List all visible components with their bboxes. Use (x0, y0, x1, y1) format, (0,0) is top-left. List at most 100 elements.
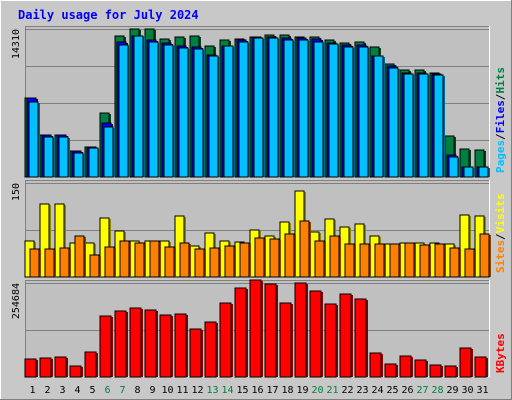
x-tick-label: 17 (266, 385, 278, 396)
bar-pages-day-23 (358, 46, 370, 178)
bar-kbytes-day-16 (249, 279, 263, 378)
x-tick-label: 30 (461, 385, 473, 396)
bar-kbytes-day-19 (294, 282, 308, 378)
bar-sites-day-26 (404, 242, 416, 278)
max-label-hits: 14310 (11, 29, 22, 59)
bar-pages-day-27 (418, 73, 430, 178)
bar-kbytes-day-27 (414, 359, 428, 378)
bar-kbytes-day-3 (54, 356, 68, 378)
x-tick-label: 21 (326, 385, 338, 396)
bar-kbytes-day-8 (129, 307, 143, 378)
bar-pages-day-3 (58, 136, 70, 178)
bar-pages-day-26 (403, 73, 415, 178)
bar-kbytes-day-1 (24, 358, 38, 378)
bar-sites-day-6 (104, 246, 116, 278)
bar-pages-day-9 (148, 41, 160, 178)
bar-pages-day-29 (448, 156, 460, 178)
bar-sites-day-24 (374, 243, 386, 278)
bar-sites-day-9 (149, 240, 161, 278)
bar-sites-day-28 (434, 243, 446, 278)
bar-kbytes-day-22 (339, 293, 353, 378)
bar-sites-day-16 (254, 237, 266, 278)
bar-sites-day-17 (269, 238, 281, 278)
bar-sites-day-22 (344, 243, 356, 278)
max-label-kbytes: 254684 (11, 283, 22, 319)
bar-sites-day-18 (284, 233, 296, 278)
bar-pages-day-18 (283, 39, 295, 178)
x-tick-label: 7 (119, 385, 125, 396)
x-tick-label: 27 (416, 385, 428, 396)
bar-sites-day-4 (74, 235, 86, 278)
x-tick-label: 20 (311, 385, 323, 396)
bar-pages-day-11 (178, 47, 190, 178)
x-tick-label: 12 (191, 385, 203, 396)
bar-kbytes-day-23 (354, 298, 368, 378)
x-tick-label: 1 (29, 385, 35, 396)
bar-kbytes-day-25 (384, 363, 398, 378)
bar-sites-day-3 (59, 247, 71, 278)
bar-pages-day-19 (298, 39, 310, 178)
bar-sites-day-5 (89, 254, 101, 278)
bar-pages-day-6 (103, 126, 115, 178)
bar-sites-day-15 (239, 242, 251, 278)
bar-kbytes-day-12 (189, 328, 203, 378)
bar-sites-day-14 (224, 245, 236, 278)
x-tick-label: 24 (371, 385, 383, 396)
bar-kbytes-day-13 (204, 321, 218, 378)
bar-pages-day-21 (328, 43, 340, 178)
bar-sites-day-31 (479, 233, 491, 278)
bar-pages-day-30 (463, 166, 475, 178)
bar-kbytes-day-5 (84, 351, 98, 378)
bar-sites-day-1 (29, 248, 41, 278)
x-tick-label: 25 (386, 385, 398, 396)
bar-sites-day-7 (119, 240, 131, 278)
bar-kbytes-day-31 (474, 356, 488, 378)
bar-kbytes-day-9 (144, 309, 158, 378)
bar-sites-day-2 (44, 248, 56, 278)
bar-sites-day-23 (359, 243, 371, 278)
bar-sites-day-11 (179, 242, 191, 278)
x-tick-label: 16 (251, 385, 263, 396)
bar-kbytes-day-10 (159, 314, 173, 378)
chart-title: Daily usage for July 2024 (18, 8, 199, 22)
legend-kbytes: KBytes (494, 333, 507, 373)
bar-sites-day-13 (209, 247, 221, 278)
bar-pages-day-20 (313, 41, 325, 178)
bar-pages-day-14 (223, 45, 235, 178)
x-tick-label: 26 (401, 385, 413, 396)
bar-pages-day-25 (388, 67, 400, 178)
legend-hits: Pages/Files/Hits (494, 67, 507, 173)
bar-kbytes-day-2 (39, 357, 53, 378)
bar-pages-day-10 (163, 44, 175, 178)
bar-sites-day-10 (164, 246, 176, 278)
x-tick-label: 29 (446, 385, 458, 396)
bar-sites-day-27 (419, 244, 431, 278)
x-tick-label: 10 (161, 385, 173, 396)
x-tick-label: 2 (44, 385, 50, 396)
bar-pages-day-2 (43, 136, 55, 178)
bar-kbytes-day-14 (219, 302, 233, 378)
x-axis: 1 2 3 4 5 6 7 8 9 10 11 12 13 14 15 16 17 18 19 20 21 22 23 24 2… (29, 385, 488, 396)
x-tick-label: 3 (59, 385, 65, 396)
bar-pages-day-28 (433, 74, 445, 178)
x-tick-label: 4 (74, 385, 80, 396)
bar-pages-day-16 (253, 37, 265, 178)
x-tick-label: 6 (104, 385, 110, 396)
x-tick-label: 11 (176, 385, 188, 396)
bar-pages-day-5 (88, 147, 100, 178)
bar-kbytes-day-11 (174, 313, 188, 378)
bar-pages-day-8 (133, 35, 145, 178)
bar-sites-day-30 (464, 248, 476, 278)
bar-kbytes-day-20 (309, 290, 323, 378)
bar-pages-day-7 (118, 44, 130, 178)
bar-pages-day-15 (238, 41, 250, 178)
bar-kbytes-day-18 (279, 302, 293, 378)
x-tick-label: 8 (134, 385, 140, 396)
max-label-visits: 150 (11, 183, 22, 201)
bar-kbytes-day-15 (234, 287, 248, 378)
bar-sites-day-20 (314, 240, 326, 278)
x-tick-label: 14 (221, 385, 233, 396)
bar-kbytes-day-29 (444, 365, 458, 378)
x-tick-label: 28 (431, 385, 443, 396)
